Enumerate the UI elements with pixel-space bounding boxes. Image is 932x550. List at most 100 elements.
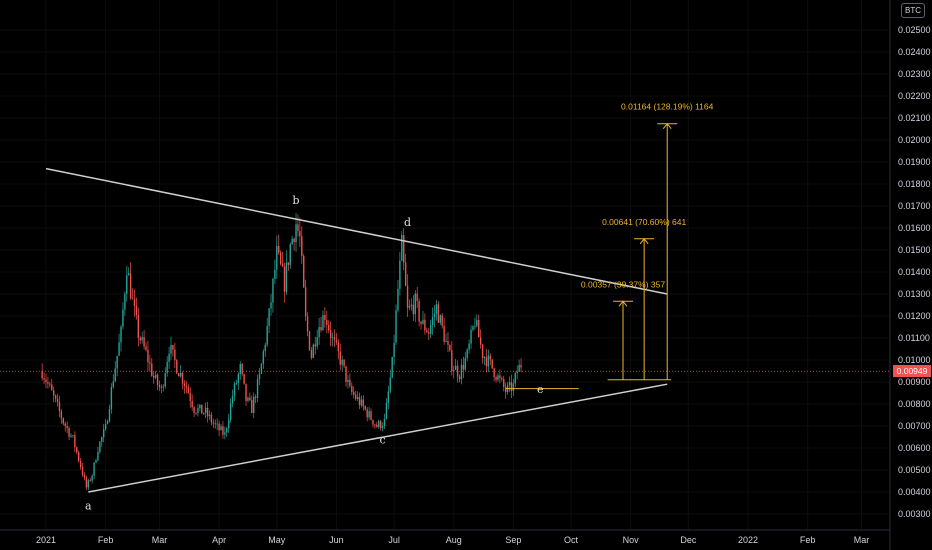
candle-body [114,368,116,382]
candle-down [297,214,299,237]
candle-down [176,358,178,375]
candle-body [401,235,403,261]
candle-body [368,411,370,418]
candle-body [120,326,122,343]
candle-up [360,395,363,408]
price-targets[interactable]: 0.00357 (39.37%) 357 0.00641 (70.60%) 641… [581,102,714,381]
candle-up [445,333,447,343]
candle-down [147,340,149,372]
candle-up [276,235,278,279]
candle-up [247,396,249,403]
candle-body [454,365,457,370]
candle-up [91,474,93,484]
candle-up [253,392,255,419]
candle-down [85,475,88,491]
candle-up [470,325,472,349]
candle-body [514,373,516,384]
candle-up [99,440,101,455]
candle-body [85,477,88,488]
candle-body [314,344,316,347]
candle-down [185,380,188,394]
candle-down [412,295,415,322]
candle-body [56,398,59,403]
candle-down [283,263,286,303]
candle-up [110,383,113,414]
candle-body [220,426,222,431]
candle-body [64,423,66,426]
candle-body [312,344,315,358]
candle-body [441,315,443,326]
candle-up [203,412,205,416]
x-tick-label: 2021 [36,535,56,545]
candle-body [54,395,57,399]
candle-down [462,356,465,378]
candle-up [516,365,518,380]
triangle-trendlines[interactable] [45,167,668,493]
candle-body [203,413,205,414]
candle-down [143,329,145,350]
candle-body [512,383,515,392]
candle-down [133,289,136,317]
candle-up [270,293,272,316]
candle-body [166,361,168,374]
candle-body [299,231,301,237]
candle-body [395,310,397,343]
candle-body [391,356,393,378]
candle-up [108,404,111,423]
candle-body [76,447,78,453]
y-tick-label: 0.00600 [898,443,931,453]
candle-body [156,374,159,385]
candle-down [520,358,522,373]
candle-body [147,349,149,363]
candle-up [408,299,411,311]
candle-up [487,349,490,373]
candle-up [93,462,95,480]
candle-down [60,408,63,424]
candle-up [331,332,334,347]
candle-down [354,391,357,401]
currency-badge[interactable]: BTC [901,3,925,18]
candle-body [145,346,147,350]
candle-body [301,236,303,256]
candle-down [172,344,174,357]
candle-body [83,474,86,478]
candle-body [222,426,224,435]
candle-up [356,391,359,402]
candle-down [499,369,501,384]
candle-up [164,367,166,389]
candle-down [145,342,147,352]
candle-body [456,365,459,377]
candle-body [45,379,47,383]
candle-up [291,235,293,245]
candle-body [320,327,322,331]
candle-body [124,293,126,310]
candle-up [233,381,236,401]
candle-body [341,359,343,365]
candle-body [403,235,405,263]
candle-down [416,287,418,309]
candle-body [141,337,143,341]
candle-body [58,402,61,412]
candle-body [326,319,328,325]
candle-down [479,329,482,349]
candle-down [326,310,328,334]
candle-up [453,365,455,379]
candle-down [339,343,341,371]
wave-label-b: b [293,194,300,207]
candle-down [370,408,372,421]
candle-up [399,252,401,296]
candle-down [68,426,70,440]
candle-body [351,385,353,393]
candle-body [443,325,445,342]
y-tick-label: 0.02300 [898,69,931,79]
candle-down [51,378,53,391]
candle-down [456,360,459,383]
candle-body [170,345,172,354]
candle-up [389,369,391,394]
candle-down [303,253,305,288]
candle-down [149,354,151,372]
candle-down [403,227,405,271]
candle-body [258,373,261,380]
